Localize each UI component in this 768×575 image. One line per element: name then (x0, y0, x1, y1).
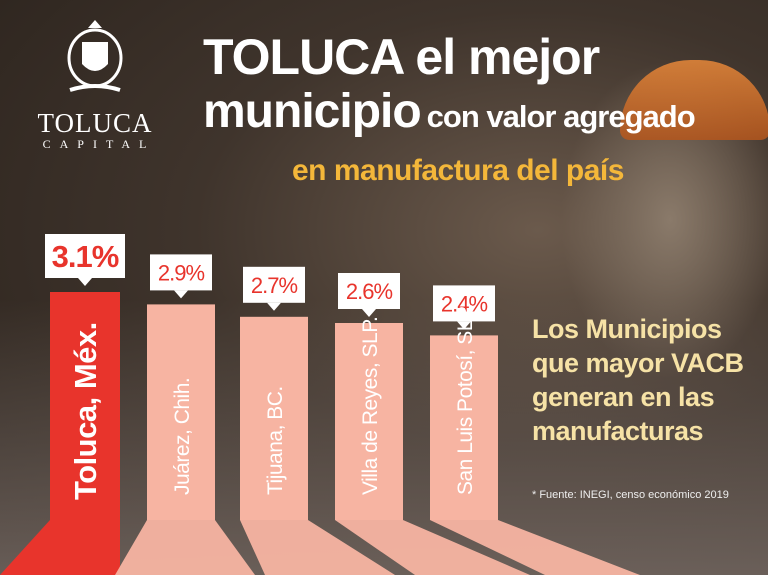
value-label: 2.7% (251, 273, 298, 298)
category-label: Villa de Reyes, SLP. (359, 317, 382, 495)
category-label: Tijuana, BC. (264, 386, 287, 495)
value-label: 2.6% (346, 279, 393, 304)
headline-line3: en manufactura del país (292, 154, 624, 187)
headline-municipio: municipio (203, 85, 422, 138)
value-label-box (433, 285, 495, 322)
bar-base (430, 520, 640, 575)
crest-icon (67, 20, 123, 92)
bar (50, 292, 120, 520)
side-text-line: que mayor VACB (532, 348, 744, 378)
bar (240, 316, 308, 520)
headline-line1: TOLUCA el mejor (203, 29, 600, 85)
value-label-pointer (457, 321, 471, 330)
side-text-line: Los Municipios (532, 314, 722, 344)
bar-base (335, 520, 530, 575)
value-label-box (45, 234, 125, 278)
side-text-line: generan en las (532, 382, 715, 412)
logo-subtitle: CAPITAL (42, 137, 156, 151)
value-label-pointer (362, 309, 376, 317)
bar (147, 304, 215, 520)
bar-base (0, 520, 120, 575)
value-label: 2.9% (158, 260, 205, 285)
bar (430, 335, 498, 520)
toluca-logo: TOLUCA CAPITAL (30, 18, 160, 152)
side-text-line: manufacturas (532, 416, 704, 446)
category-label: Juárez, Chih. (171, 378, 194, 495)
category-label: Toluca, Méx. (68, 322, 103, 500)
value-label-pointer (174, 290, 188, 299)
headline-line2: municipio con valor agregado (203, 85, 696, 143)
value-label-pointer (267, 302, 281, 311)
category-label: San Luis Potosí, SLP. (454, 304, 477, 495)
logo-title: TOLUCA (37, 108, 153, 138)
value-label-pointer (78, 278, 92, 286)
value-label: 3.1% (52, 239, 119, 274)
source-footnote: * Fuente: INEGI, censo económico 2019 (532, 489, 729, 501)
bar-base (240, 520, 395, 575)
value-label: 2.4% (441, 291, 488, 316)
bar-base (115, 520, 255, 575)
headline-valor: con valor agregado (426, 99, 696, 134)
side-text: Los Municipios que mayor VACB generan en… (532, 312, 744, 448)
value-label-box (150, 254, 212, 291)
value-label-box (243, 266, 305, 303)
bar (335, 323, 403, 520)
value-label-box (338, 273, 400, 309)
